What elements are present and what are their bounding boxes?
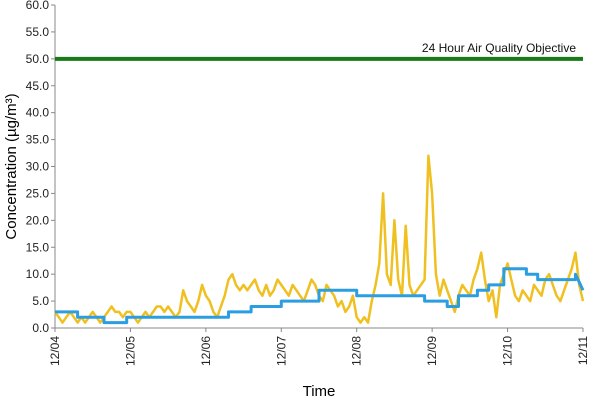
x-tick-label: 12/10 — [501, 336, 515, 366]
x-tick-label: 12/09 — [425, 336, 439, 366]
x-tick-label: 12/05 — [123, 336, 137, 366]
y-tick-label: 60.0 — [26, 0, 50, 12]
x-tick-label: 12/08 — [350, 336, 364, 366]
y-tick-label: 40.0 — [26, 106, 50, 120]
y-tick-label: 25.0 — [26, 186, 50, 200]
y-tick-label: 50.0 — [26, 52, 50, 66]
x-tick-label: 12/04 — [48, 336, 62, 366]
series-layer — [53, 154, 585, 325]
y-tick-label: 20.0 — [26, 213, 50, 227]
x-tick-label: 12/07 — [274, 336, 288, 366]
y-tick-label: 0.0 — [32, 321, 49, 335]
x-axis-ticks: 12/04 12/05 12/06 12/07 12/08 12/09 12/10 12/11 — [48, 328, 590, 366]
objective-annotation: 24 Hour Air Quality Objective — [422, 41, 576, 55]
y-axis-ticks: 0.0 5.0 10.0 15.0 20.0 25.0 30.0 35.0 40.0 45.0 50… — [26, 0, 55, 335]
y-tick-label: 10.0 — [26, 267, 50, 281]
y-tick-label: 30.0 — [26, 160, 50, 174]
y-tick-label: 55.0 — [26, 25, 50, 39]
y-tick-label: 15.0 — [26, 240, 50, 254]
x-axis-label: Time — [303, 383, 336, 400]
y-axis-label: Concentration (µg/m³) — [3, 93, 20, 239]
y-tick-label: 35.0 — [26, 133, 50, 147]
x-tick-label: 12/06 — [199, 336, 213, 366]
series-line-2 — [55, 267, 585, 325]
y-tick-label: 5.0 — [32, 294, 49, 308]
y-tick-label: 45.0 — [26, 79, 50, 93]
x-tick-label: 12/11 — [576, 336, 590, 365]
